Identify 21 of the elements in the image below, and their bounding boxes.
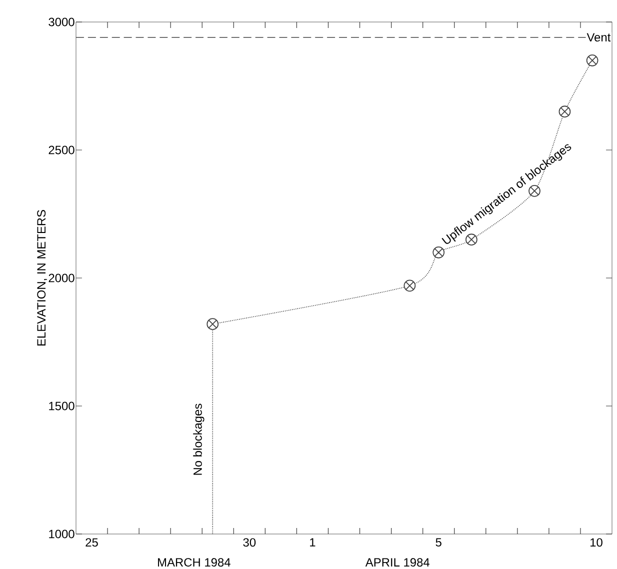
y-tick-label: 2000: [48, 274, 74, 282]
text: No blockages: [193, 404, 204, 475]
point: [528, 185, 540, 197]
point: [206, 318, 219, 330]
ref-line-label: Vent: [586, 33, 611, 42]
point: [586, 54, 598, 66]
y-tick-label: 2500: [48, 146, 74, 154]
y-axis-title: ELEVATION, IN METERS: [37, 210, 48, 346]
point: [558, 106, 571, 118]
point: [432, 246, 445, 258]
x-tick-label: 1: [310, 538, 316, 546]
x-tick-label: 30: [243, 538, 256, 547]
x-tick-label: 25: [86, 538, 98, 547]
text: MARCH 1984: [158, 558, 230, 567]
y-tick-label: 1000: [49, 530, 74, 538]
text: APRIL 1984: [365, 558, 430, 567]
x-tick-label: 5: [436, 538, 442, 547]
x-tick-label: 10: [590, 538, 602, 547]
y-tick-label: 3000: [48, 18, 74, 26]
y-tick-label: 1500: [49, 402, 74, 410]
point: [404, 280, 416, 292]
